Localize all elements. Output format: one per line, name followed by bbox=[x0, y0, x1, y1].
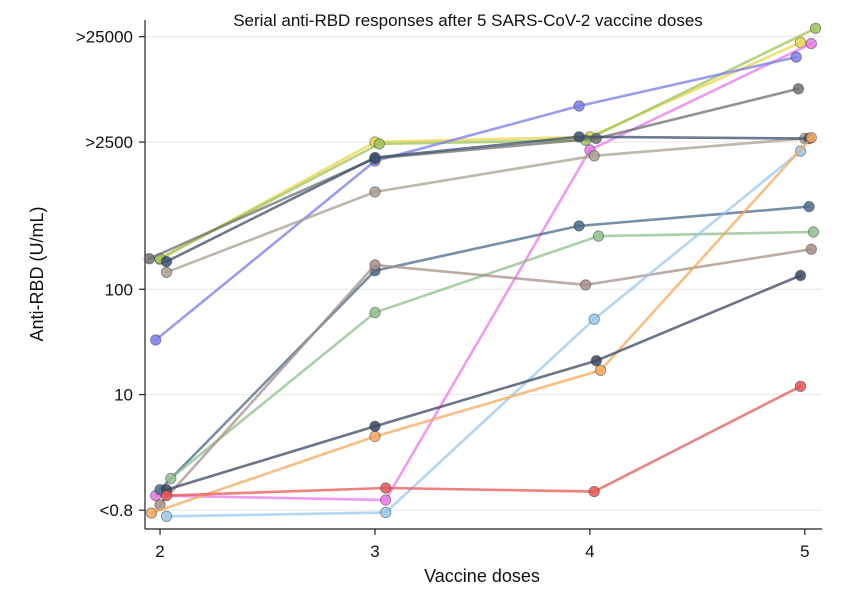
data-point bbox=[588, 150, 600, 162]
series-s1 bbox=[154, 36, 807, 265]
data-point bbox=[150, 334, 162, 346]
series-line bbox=[165, 274, 802, 492]
x-tick-label: 4 bbox=[585, 542, 594, 561]
y-tick-label: >2500 bbox=[85, 133, 133, 152]
x-axis-title: Vaccine doses bbox=[424, 566, 540, 586]
data-point bbox=[594, 364, 607, 376]
data-point bbox=[380, 494, 392, 506]
data-point bbox=[790, 51, 802, 63]
data-point bbox=[807, 226, 820, 238]
data-point bbox=[590, 132, 602, 145]
series-line bbox=[154, 42, 813, 502]
data-point bbox=[579, 279, 592, 291]
x-tick-label: 5 bbox=[800, 542, 809, 561]
series-line bbox=[154, 55, 798, 342]
y-axis-title: Anti-RBD (U/mL) bbox=[27, 206, 47, 341]
data-point bbox=[369, 151, 381, 164]
series-s2 bbox=[154, 22, 822, 265]
data-point bbox=[803, 200, 815, 213]
data-point bbox=[369, 430, 381, 443]
series-line bbox=[150, 136, 813, 515]
data-point bbox=[794, 269, 807, 282]
data-point bbox=[369, 186, 381, 198]
y-tick-label: 100 bbox=[105, 280, 133, 299]
series-s9 bbox=[165, 226, 820, 485]
data-point bbox=[588, 485, 600, 498]
data-point bbox=[573, 100, 585, 112]
data-point bbox=[369, 259, 381, 271]
series-line bbox=[165, 135, 811, 263]
x-ticks: 2 3 4 5 bbox=[155, 529, 810, 561]
series-s5 bbox=[143, 83, 805, 265]
data-point bbox=[143, 253, 156, 265]
data-point bbox=[160, 489, 173, 502]
y-ticks: <0.8 10 100 >2500 >25000 bbox=[76, 28, 145, 520]
series-s14 bbox=[160, 380, 807, 502]
data-point bbox=[160, 255, 173, 268]
x-tick-label: 3 bbox=[370, 542, 379, 561]
data-point bbox=[160, 266, 173, 278]
data-point bbox=[165, 472, 177, 485]
series-s12 bbox=[145, 132, 817, 519]
series-line bbox=[158, 247, 813, 507]
series-layer bbox=[143, 22, 822, 522]
series-line bbox=[165, 137, 807, 274]
y-tick-label: 10 bbox=[114, 386, 133, 405]
data-point bbox=[794, 380, 807, 392]
series-s4 bbox=[150, 51, 802, 346]
series-line bbox=[158, 205, 811, 492]
data-point bbox=[380, 482, 392, 494]
chart-title: Serial anti-RBD responses after 5 SARS-C… bbox=[233, 11, 703, 30]
y-tick-label: <0.8 bbox=[99, 501, 133, 520]
series-line bbox=[158, 26, 817, 260]
y-tick-label: >25000 bbox=[76, 28, 133, 47]
series-line bbox=[148, 87, 800, 261]
data-point bbox=[792, 83, 805, 95]
data-point bbox=[369, 420, 381, 432]
series-s3 bbox=[150, 37, 817, 506]
x-tick-label: 2 bbox=[155, 542, 164, 561]
data-point bbox=[805, 243, 817, 255]
data-point bbox=[588, 313, 600, 325]
series-s13 bbox=[160, 269, 807, 496]
data-point bbox=[369, 306, 381, 319]
data-point bbox=[160, 510, 173, 522]
series-s10 bbox=[154, 243, 817, 511]
data-point bbox=[380, 506, 392, 519]
series-line bbox=[165, 149, 802, 518]
data-point bbox=[592, 230, 605, 242]
data-point bbox=[373, 138, 385, 150]
series-line bbox=[158, 41, 802, 261]
data-point bbox=[805, 37, 817, 50]
series-line bbox=[169, 230, 815, 480]
data-point bbox=[809, 22, 822, 34]
series-line bbox=[165, 384, 802, 497]
data-point bbox=[590, 355, 602, 367]
data-point bbox=[145, 507, 158, 519]
data-point bbox=[573, 131, 585, 143]
series-s6 bbox=[160, 132, 811, 278]
data-point bbox=[805, 132, 817, 144]
data-point bbox=[573, 220, 585, 232]
